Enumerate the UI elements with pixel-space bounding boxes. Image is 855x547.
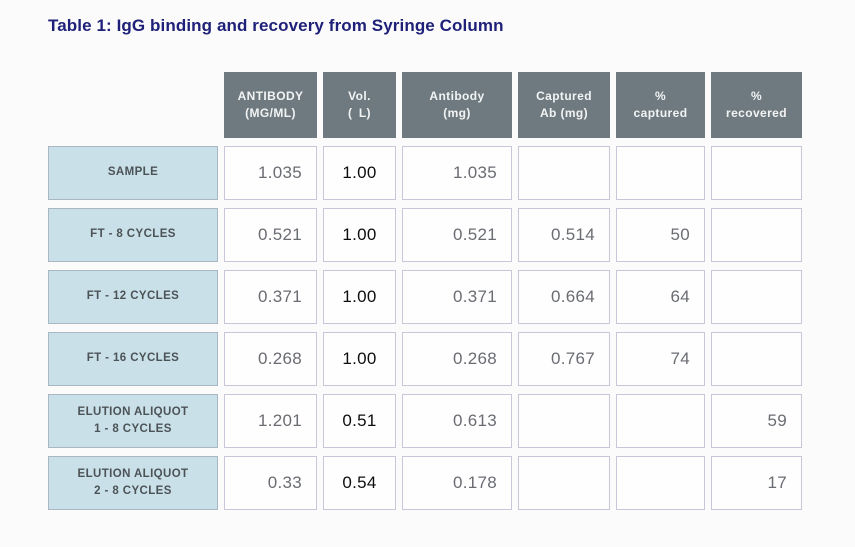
cell-sample-pct-captured bbox=[616, 146, 705, 200]
cell-elution1-antibody-mgml: 1.201 bbox=[224, 394, 317, 448]
cell-elution1-captured-ab bbox=[518, 394, 610, 448]
cell-elution2-pct-captured bbox=[616, 456, 705, 510]
cell-sample-antibody-mgml: 1.035 bbox=[224, 146, 317, 200]
cell-ft8-antibody-mg: 0.521 bbox=[402, 208, 512, 262]
column-header-pct-captured: % captured bbox=[616, 72, 705, 138]
cell-ft8-antibody-mgml: 0.521 bbox=[224, 208, 317, 262]
cell-sample-antibody-mg: 1.035 bbox=[402, 146, 512, 200]
cell-ft16-captured-ab: 0.767 bbox=[518, 332, 610, 386]
cell-ft16-antibody-mgml: 0.268 bbox=[224, 332, 317, 386]
cell-ft12-antibody-mg: 0.371 bbox=[402, 270, 512, 324]
cell-ft16-vol: 1.00 bbox=[323, 332, 396, 386]
table-title: Table 1: IgG binding and recovery from S… bbox=[48, 16, 504, 35]
cell-ft12-pct-recovered bbox=[711, 270, 802, 324]
column-header-vol-ul: Vol. ( L) bbox=[323, 72, 396, 138]
row-header-ft-16-cycles: FT - 16 CYCLES bbox=[48, 332, 218, 386]
row-header-ft-8-cycles: FT - 8 CYCLES bbox=[48, 208, 218, 262]
cell-ft12-vol: 1.00 bbox=[323, 270, 396, 324]
cell-elution1-pct-captured bbox=[616, 394, 705, 448]
cell-elution2-antibody-mgml: 0.33 bbox=[224, 456, 317, 510]
column-header-captured-ab-mg: Captured Ab (mg) bbox=[518, 72, 610, 138]
cell-ft8-pct-recovered bbox=[711, 208, 802, 262]
cell-elution1-pct-recovered: 59 bbox=[711, 394, 802, 448]
column-header-pct-recovered: % recovered bbox=[711, 72, 802, 138]
cell-elution2-vol: 0.54 bbox=[323, 456, 396, 510]
cell-elution1-antibody-mg: 0.613 bbox=[402, 394, 512, 448]
row-header-elution-aliquot-1: ELUTION ALIQUOT 1 - 8 CYCLES bbox=[48, 394, 218, 448]
corner-spacer bbox=[48, 72, 218, 138]
cell-sample-captured-ab bbox=[518, 146, 610, 200]
cell-ft12-antibody-mgml: 0.371 bbox=[224, 270, 317, 324]
row-header-ft-12-cycles: FT - 12 CYCLES bbox=[48, 270, 218, 324]
cell-elution2-antibody-mg: 0.178 bbox=[402, 456, 512, 510]
cell-sample-vol: 1.00 bbox=[323, 146, 396, 200]
cell-ft8-vol: 1.00 bbox=[323, 208, 396, 262]
cell-ft16-pct-recovered bbox=[711, 332, 802, 386]
data-table: ANTIBODY (MG/ML) Vol. ( L) Antibody (mg)… bbox=[48, 72, 802, 510]
row-header-elution-aliquot-2: ELUTION ALIQUOT 2 - 8 CYCLES bbox=[48, 456, 218, 510]
column-header-antibody-mgml: ANTIBODY (MG/ML) bbox=[224, 72, 317, 138]
cell-ft16-pct-captured: 74 bbox=[616, 332, 705, 386]
row-header-sample: SAMPLE bbox=[48, 146, 218, 200]
cell-elution1-vol: 0.51 bbox=[323, 394, 396, 448]
cell-ft8-captured-ab: 0.514 bbox=[518, 208, 610, 262]
cell-elution2-pct-recovered: 17 bbox=[711, 456, 802, 510]
column-header-antibody-mg: Antibody (mg) bbox=[402, 72, 512, 138]
cell-ft16-antibody-mg: 0.268 bbox=[402, 332, 512, 386]
cell-ft12-captured-ab: 0.664 bbox=[518, 270, 610, 324]
cell-sample-pct-recovered bbox=[711, 146, 802, 200]
cell-ft12-pct-captured: 64 bbox=[616, 270, 705, 324]
cell-elution2-captured-ab bbox=[518, 456, 610, 510]
cell-ft8-pct-captured: 50 bbox=[616, 208, 705, 262]
